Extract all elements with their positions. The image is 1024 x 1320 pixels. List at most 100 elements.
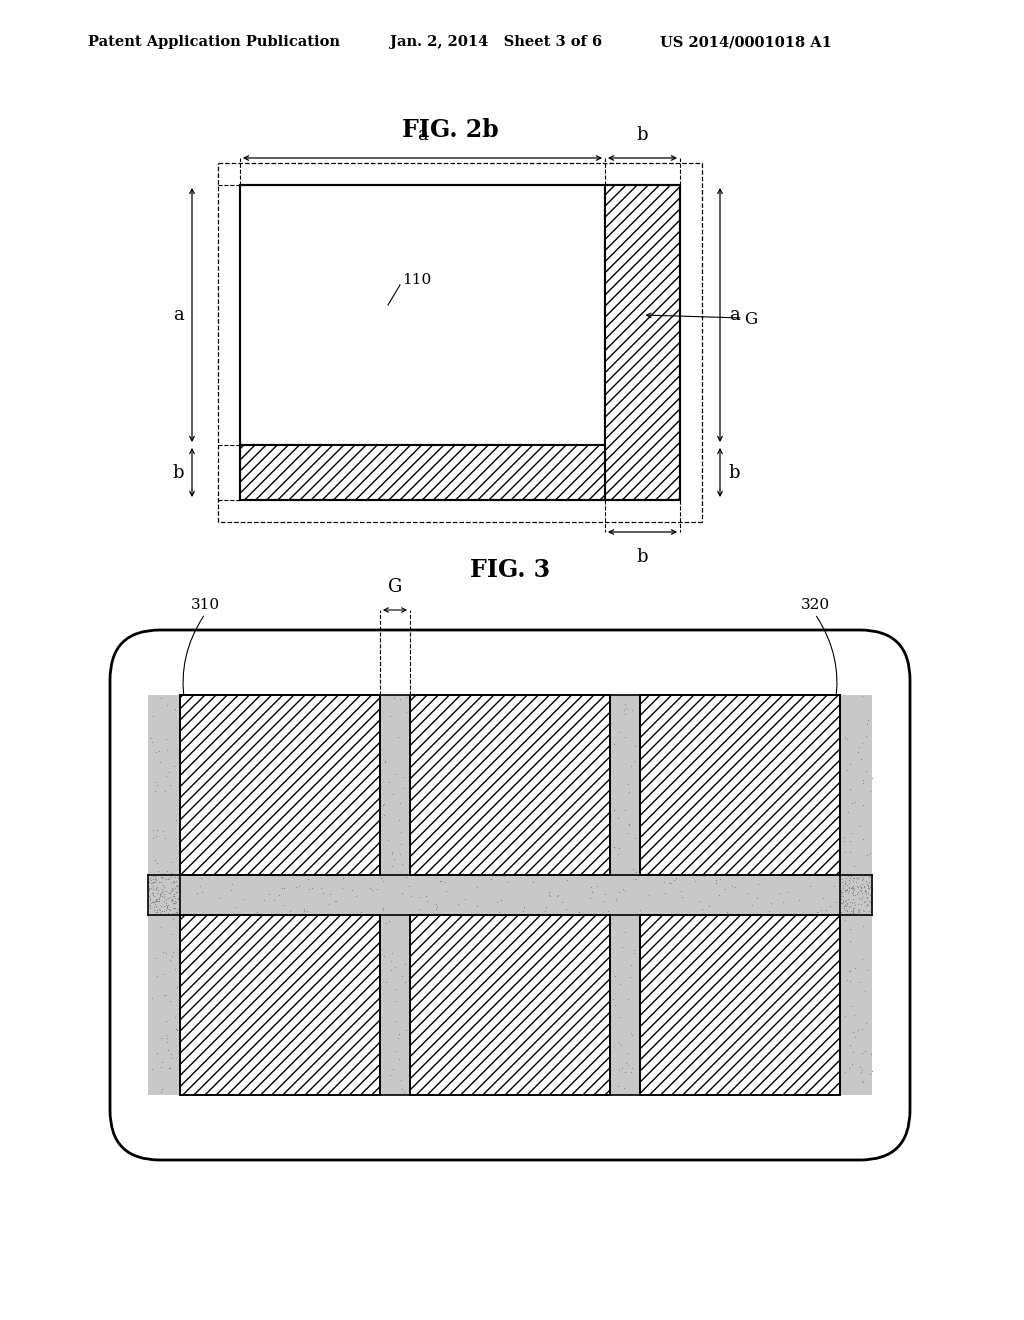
Point [375, 795, 391, 816]
Point [857, 891, 873, 912]
Point [860, 900, 877, 921]
Point [673, 880, 689, 902]
Point [624, 700, 640, 721]
Point [157, 903, 173, 924]
Point [151, 888, 167, 909]
Point [515, 900, 531, 921]
Point [855, 1071, 871, 1092]
Point [168, 1018, 184, 1039]
Point [632, 900, 648, 921]
Point [856, 1040, 872, 1061]
Point [364, 879, 380, 900]
Point [142, 878, 159, 899]
Point [143, 727, 160, 748]
Bar [240, 185, 605, 445]
Point [335, 867, 351, 888]
Point [387, 990, 403, 1011]
Point [381, 771, 397, 792]
Point [144, 731, 161, 752]
Point [296, 899, 312, 920]
Point [857, 880, 873, 902]
Point [148, 902, 165, 923]
Point [856, 875, 872, 896]
Point [390, 863, 407, 884]
Point [334, 878, 350, 899]
Point [583, 876, 599, 898]
Point [549, 886, 565, 907]
Point [854, 1018, 870, 1039]
Point [834, 871, 850, 892]
Point [143, 987, 160, 1008]
Point [857, 879, 873, 900]
Point [611, 722, 628, 743]
Point [537, 900, 553, 921]
Point [274, 876, 291, 898]
Point [160, 896, 176, 917]
Point [554, 891, 570, 912]
Point [148, 882, 165, 903]
Point [858, 883, 874, 904]
Point [825, 876, 842, 898]
Point [835, 891, 851, 912]
Point [538, 896, 554, 917]
Point [169, 975, 185, 997]
Point [839, 879, 855, 900]
Point [431, 870, 447, 891]
Point [164, 878, 180, 899]
Point [844, 792, 860, 813]
Point [834, 892, 850, 913]
Point [842, 779, 858, 800]
Point [616, 1061, 633, 1082]
Point [838, 879, 854, 900]
Point [849, 883, 865, 904]
Point [847, 1027, 863, 1048]
Point [846, 1005, 862, 1026]
Text: 110: 110 [402, 273, 431, 286]
Point [834, 888, 850, 909]
Point [817, 899, 834, 920]
Point [393, 1069, 410, 1090]
Point [854, 949, 870, 970]
Point [432, 870, 449, 891]
Point [607, 888, 624, 909]
Point [838, 867, 854, 888]
Point [853, 894, 869, 915]
Point [541, 882, 557, 903]
Point [170, 876, 186, 898]
Point [834, 882, 850, 903]
Point [617, 1052, 634, 1073]
Point [249, 902, 265, 923]
Point [854, 1041, 870, 1063]
Point [813, 899, 829, 920]
Point [861, 904, 878, 925]
Point [155, 863, 171, 884]
Point [863, 892, 880, 913]
Point [161, 867, 177, 888]
Point [152, 884, 168, 906]
Point [148, 878, 165, 899]
Point [144, 828, 161, 849]
Point [146, 849, 163, 870]
Point [853, 887, 869, 908]
Point [156, 896, 172, 917]
Point [850, 894, 866, 915]
Point [151, 888, 167, 909]
Point [845, 898, 861, 919]
Point [845, 1022, 861, 1043]
Point [836, 826, 852, 847]
Point [168, 875, 184, 896]
Point [490, 902, 507, 923]
Point [168, 1019, 184, 1040]
Point [323, 883, 339, 904]
Point [851, 900, 867, 921]
Point [493, 890, 509, 911]
Point [156, 900, 172, 921]
Text: 310: 310 [190, 598, 219, 612]
Point [842, 830, 858, 851]
Point [140, 871, 157, 892]
Point [158, 729, 174, 750]
Point [845, 903, 861, 924]
Point [141, 898, 158, 919]
Point [844, 1053, 860, 1074]
Point [156, 883, 172, 904]
